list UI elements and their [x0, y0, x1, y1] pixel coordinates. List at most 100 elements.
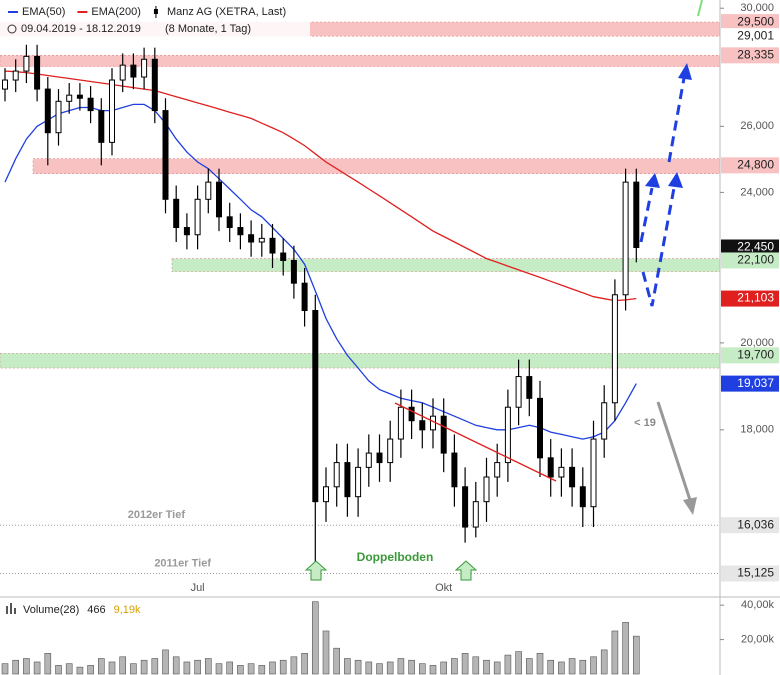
volume-bar: [237, 665, 244, 675]
clock-icon: [7, 24, 17, 34]
candle-body: [504, 406, 511, 464]
y-tick-label: 18,000: [740, 424, 774, 436]
volume-bar: [23, 658, 30, 675]
candle-body: [173, 198, 180, 229]
volume-bar: [386, 661, 394, 675]
legend-label: Manz AG (XETRA, Last): [167, 6, 286, 18]
candle-body: [451, 452, 458, 488]
arrow-head: [668, 172, 683, 188]
price-marker-label: 19,700: [737, 348, 774, 362]
price-marker-label: 21,103: [737, 291, 774, 305]
annotation: Doppelboden: [357, 550, 434, 564]
candle-body: [141, 58, 148, 78]
volume-bar: [162, 649, 169, 675]
candle-body: [526, 376, 533, 399]
candle-body: [558, 466, 565, 478]
green-mark: [697, 0, 703, 17]
volume-bar: [504, 654, 512, 675]
price-marker: [721, 347, 779, 364]
period: (8 Monate, 1 Tag): [165, 23, 251, 35]
legend-icon: [14, 608, 16, 614]
legend-label: EMA(200): [91, 6, 141, 18]
zone: [171, 258, 721, 273]
candle-body: [55, 100, 62, 134]
plot: [2, 44, 640, 574]
up-arrow: [304, 560, 328, 581]
price-marker-label: 15,125: [737, 566, 774, 580]
candle-body: [23, 55, 30, 72]
candle-body: [130, 64, 137, 78]
candle-body: [248, 234, 255, 243]
candle-body: [226, 216, 233, 229]
candle-body: [290, 259, 297, 284]
candle-body: [216, 181, 222, 218]
up-arrow: [454, 560, 478, 581]
y-tick-label: 24,000: [740, 186, 774, 198]
volume-average: 9,19k: [114, 604, 141, 616]
volume-bar: [311, 601, 319, 675]
volume-bar: [579, 659, 587, 675]
down-arrow: [656, 401, 692, 501]
price-marker: [721, 565, 779, 582]
candle-body: [344, 462, 351, 498]
volume-bar: [65, 663, 73, 675]
price-marker-label: 24,800: [737, 157, 774, 171]
forecast-arrow: [639, 187, 654, 243]
volume-bar: [183, 661, 191, 675]
candle-body: [183, 227, 190, 236]
volume-bar: [119, 656, 126, 675]
price-marker-label: 16,036: [737, 517, 774, 531]
price-marker-label: 22,100: [737, 253, 774, 267]
volume-bar: [547, 659, 555, 675]
candle-body: [430, 415, 436, 431]
legend-icon: [153, 9, 158, 14]
price-marker-label: 22,450: [737, 240, 774, 254]
volume-bar: [76, 666, 84, 675]
candle-body: [387, 438, 394, 464]
volume-bar: [226, 661, 233, 675]
y-tick-label: 26,000: [740, 120, 774, 132]
candle-body: [419, 420, 426, 431]
candle-body: [2, 79, 8, 90]
volume-bar: [55, 665, 62, 675]
y-tick-label: 20,000: [740, 337, 774, 349]
candle-body: [44, 88, 51, 134]
candle-body: [590, 438, 597, 508]
volume-bar: [98, 658, 105, 675]
volume-bar: [333, 647, 341, 675]
candle-body: [109, 79, 115, 143]
price-marker: [721, 14, 779, 31]
legend-bg: [0, 0, 310, 38]
legend-label: EMA(50): [22, 6, 65, 18]
price-marker: [721, 517, 779, 534]
candle-body: [12, 70, 19, 81]
volume-last: 466: [87, 604, 105, 616]
candle-body: [162, 110, 169, 200]
volume-bar: [194, 659, 201, 675]
price-marker-label: 29,001: [737, 28, 774, 42]
volume-bar: [301, 653, 308, 675]
volume-bar: [440, 661, 448, 675]
volume-bar: [130, 663, 137, 675]
candle-body: [579, 486, 586, 508]
zone: [32, 158, 721, 174]
candle-body: [440, 415, 447, 454]
price-marker-label: 29,500: [737, 14, 774, 28]
price-marker: [721, 239, 779, 256]
volume-bar: [247, 663, 255, 675]
arrow-head: [645, 173, 660, 188]
arrow-head: [678, 63, 692, 80]
candle-body: [376, 452, 383, 464]
price-marker: [721, 47, 779, 64]
x-tick-label: Jul: [191, 582, 205, 594]
candle-body: [98, 110, 105, 143]
candle-body: [119, 64, 126, 81]
volume-bar: [172, 656, 180, 675]
volume-bar: [290, 656, 298, 675]
volume-bar: [429, 665, 437, 675]
volume-bar: [493, 661, 501, 675]
candle-body: [515, 376, 522, 408]
candle-body: [333, 462, 340, 488]
volume-bar: [525, 658, 533, 675]
volume-bar: [151, 658, 159, 675]
